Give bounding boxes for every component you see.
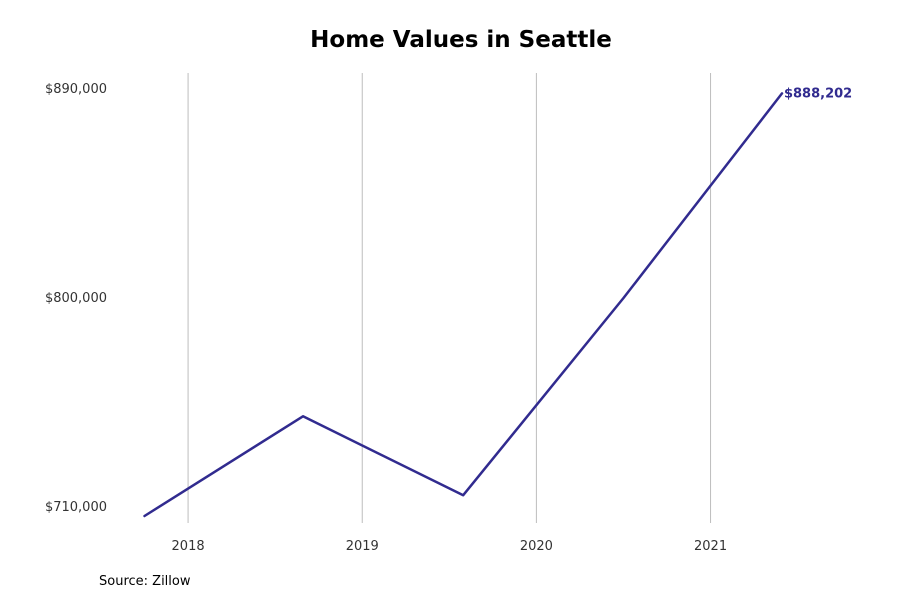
y-tick-label: $890,000 <box>45 82 107 97</box>
grid-lines <box>187 73 712 523</box>
x-axis-tick-labels: 2018 2019 2020 2021 <box>172 539 728 554</box>
x-tick-label: 2020 <box>520 539 553 554</box>
y-tick-label: $710,000 <box>45 500 107 515</box>
annotations: $888,202 <box>784 86 852 101</box>
x-tick-label: 2019 <box>346 539 379 554</box>
y-axis-tick-labels: $710,000 $800,000 $890,000 <box>45 82 107 515</box>
x-tick-label: 2018 <box>172 539 205 554</box>
series-line <box>143 92 784 518</box>
x-tick-label: 2021 <box>694 539 727 554</box>
y-tick-label: $800,000 <box>45 291 107 306</box>
series-lines <box>143 92 784 518</box>
source-note: Source: Zillow <box>99 574 191 589</box>
chart-title: Home Values in Seattle <box>310 27 612 53</box>
end-value-label: $888,202 <box>784 86 852 101</box>
